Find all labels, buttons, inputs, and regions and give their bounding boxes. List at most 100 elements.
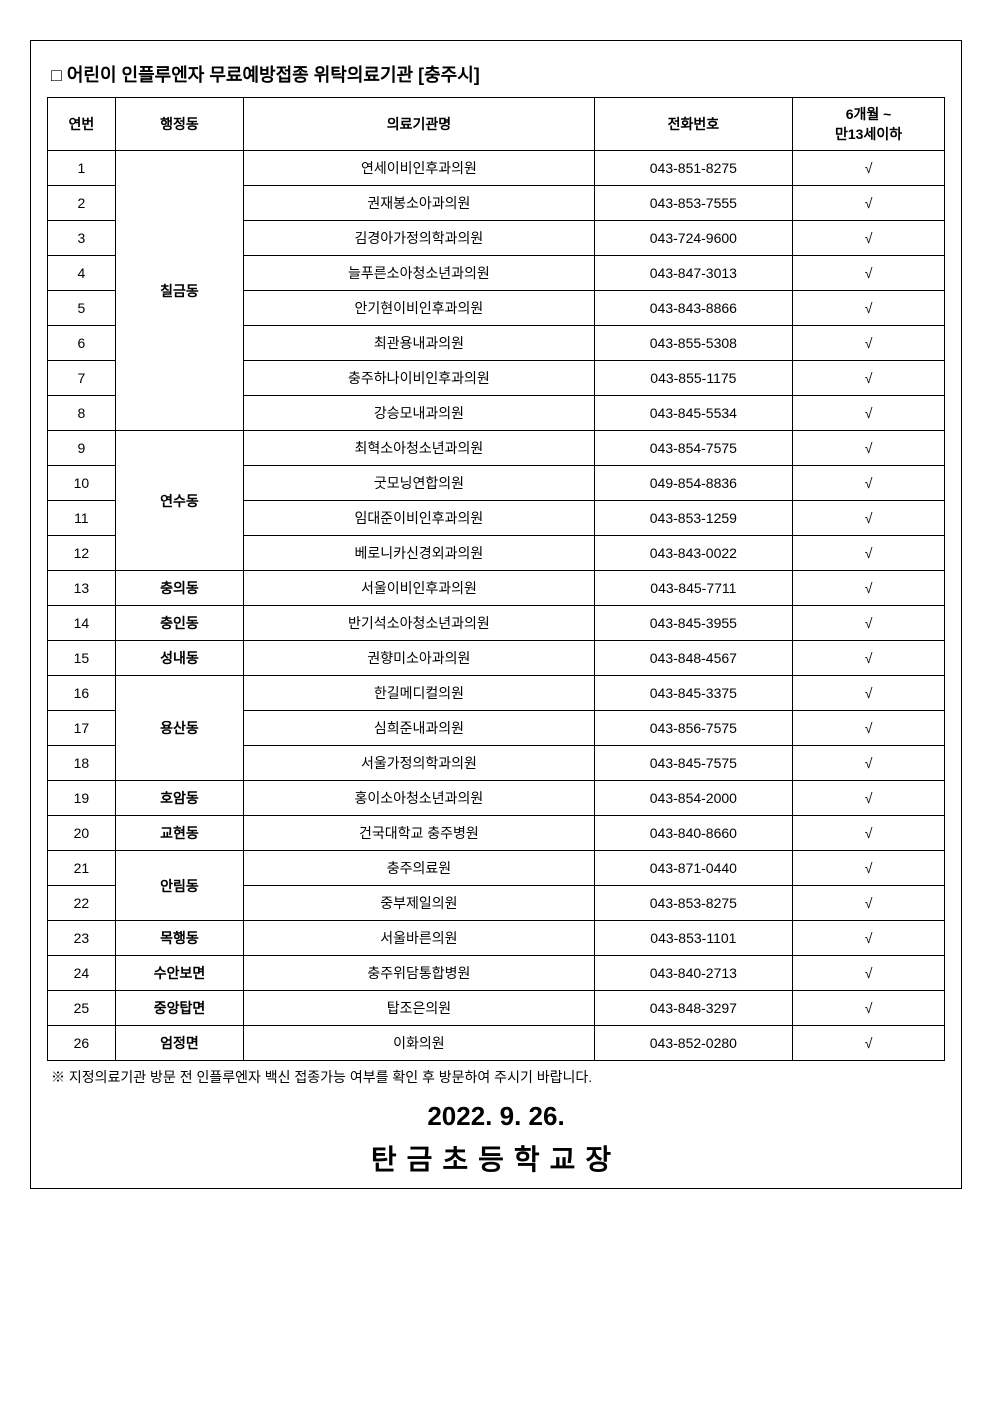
cell-phone: 043-724-9600 [594, 221, 793, 256]
cell-num: 23 [48, 921, 116, 956]
document-title: □ 어린이 인플루엔자 무료예방접종 위탁의료기관 [충주시] [51, 61, 945, 87]
cell-num: 6 [48, 326, 116, 361]
cell-district: 칠금동 [115, 151, 243, 431]
cell-num: 4 [48, 256, 116, 291]
cell-num: 10 [48, 466, 116, 501]
cell-phone: 043-845-5534 [594, 396, 793, 431]
cell-check: √ [793, 396, 945, 431]
col-header-phone: 전화번호 [594, 98, 793, 151]
cell-clinic: 최혁소아청소년과의원 [244, 431, 594, 466]
cell-num: 22 [48, 886, 116, 921]
cell-check: √ [793, 641, 945, 676]
footnote: ※ 지정의료기관 방문 전 인플루엔자 백신 접종가능 여부를 확인 후 방문하… [51, 1067, 945, 1087]
table-row: 14충인동반기석소아청소년과의원043-845-3955√ [48, 606, 945, 641]
cell-clinic: 베로니카신경외과의원 [244, 536, 594, 571]
cell-check: √ [793, 781, 945, 816]
table-row: 21안림동충주의료원043-871-0440√ [48, 851, 945, 886]
cell-check: √ [793, 1026, 945, 1061]
cell-clinic: 권향미소아과의원 [244, 641, 594, 676]
table-row: 16용산동한길메디컬의원043-845-3375√ [48, 676, 945, 711]
cell-num: 24 [48, 956, 116, 991]
cell-clinic: 김경아가정의학과의원 [244, 221, 594, 256]
cell-num: 21 [48, 851, 116, 886]
cell-phone: 043-853-8275 [594, 886, 793, 921]
cell-num: 20 [48, 816, 116, 851]
date-line: 2022. 9. 26. [47, 1101, 945, 1132]
cell-district: 호암동 [115, 781, 243, 816]
cell-check: √ [793, 291, 945, 326]
cell-phone: 043-853-7555 [594, 186, 793, 221]
cell-clinic: 건국대학교 충주병원 [244, 816, 594, 851]
cell-clinic: 충주위담통합병원 [244, 956, 594, 991]
cell-clinic: 한길메디컬의원 [244, 676, 594, 711]
cell-check: √ [793, 676, 945, 711]
cell-clinic: 서울이비인후과의원 [244, 571, 594, 606]
cell-num: 18 [48, 746, 116, 781]
cell-district: 용산동 [115, 676, 243, 781]
cell-phone: 043-848-4567 [594, 641, 793, 676]
cell-num: 7 [48, 361, 116, 396]
cell-clinic: 반기석소아청소년과의원 [244, 606, 594, 641]
cell-num: 11 [48, 501, 116, 536]
cell-phone: 043-843-0022 [594, 536, 793, 571]
cell-phone: 043-845-3375 [594, 676, 793, 711]
cell-phone: 043-853-1259 [594, 501, 793, 536]
cell-check: √ [793, 746, 945, 781]
cell-district: 엄정면 [115, 1026, 243, 1061]
cell-phone: 043-845-7711 [594, 571, 793, 606]
cell-check: √ [793, 256, 945, 291]
cell-check: √ [793, 711, 945, 746]
cell-check: √ [793, 606, 945, 641]
cell-clinic: 최관용내과의원 [244, 326, 594, 361]
cell-phone: 043-843-8866 [594, 291, 793, 326]
cell-clinic: 늘푸른소아청소년과의원 [244, 256, 594, 291]
cell-phone: 043-855-1175 [594, 361, 793, 396]
cell-num: 12 [48, 536, 116, 571]
cell-district: 충인동 [115, 606, 243, 641]
table-body: 1칠금동연세이비인후과의원043-851-8275√2권재봉소아과의원043-8… [48, 151, 945, 1061]
cell-num: 25 [48, 991, 116, 1026]
cell-district: 성내동 [115, 641, 243, 676]
cell-phone: 049-854-8836 [594, 466, 793, 501]
table-header-row: 연번 행정동 의료기관명 전화번호 6개월 ~ 만13세이하 [48, 98, 945, 151]
cell-num: 15 [48, 641, 116, 676]
cell-check: √ [793, 326, 945, 361]
cell-num: 1 [48, 151, 116, 186]
cell-clinic: 권재봉소아과의원 [244, 186, 594, 221]
cell-check: √ [793, 221, 945, 256]
cell-num: 16 [48, 676, 116, 711]
cell-phone: 043-854-2000 [594, 781, 793, 816]
cell-num: 13 [48, 571, 116, 606]
principal-line: 탄금초등학교장 [47, 1138, 945, 1178]
cell-clinic: 강승모내과의원 [244, 396, 594, 431]
cell-num: 19 [48, 781, 116, 816]
cell-check: √ [793, 501, 945, 536]
clinics-table: 연번 행정동 의료기관명 전화번호 6개월 ~ 만13세이하 1칠금동연세이비인… [47, 97, 945, 1061]
cell-clinic: 서울바른의원 [244, 921, 594, 956]
table-row: 9연수동최혁소아청소년과의원043-854-7575√ [48, 431, 945, 466]
cell-district: 연수동 [115, 431, 243, 571]
cell-num: 14 [48, 606, 116, 641]
cell-phone: 043-848-3297 [594, 991, 793, 1026]
cell-phone: 043-871-0440 [594, 851, 793, 886]
cell-num: 9 [48, 431, 116, 466]
cell-clinic: 중부제일의원 [244, 886, 594, 921]
cell-clinic: 굿모닝연합의원 [244, 466, 594, 501]
table-row: 19호암동홍이소아청소년과의원043-854-2000√ [48, 781, 945, 816]
cell-district: 수안보면 [115, 956, 243, 991]
cell-clinic: 이화의원 [244, 1026, 594, 1061]
cell-num: 17 [48, 711, 116, 746]
cell-clinic: 심희준내과의원 [244, 711, 594, 746]
cell-phone: 043-854-7575 [594, 431, 793, 466]
cell-num: 26 [48, 1026, 116, 1061]
cell-num: 2 [48, 186, 116, 221]
table-row: 1칠금동연세이비인후과의원043-851-8275√ [48, 151, 945, 186]
table-row: 25중앙탑면탑조은의원043-848-3297√ [48, 991, 945, 1026]
col-header-district: 행정동 [115, 98, 243, 151]
cell-check: √ [793, 851, 945, 886]
cell-clinic: 충주의료원 [244, 851, 594, 886]
cell-phone: 043-840-8660 [594, 816, 793, 851]
table-row: 13충의동서울이비인후과의원043-845-7711√ [48, 571, 945, 606]
cell-check: √ [793, 361, 945, 396]
document-container: □ 어린이 인플루엔자 무료예방접종 위탁의료기관 [충주시] 연번 행정동 의… [30, 40, 962, 1189]
